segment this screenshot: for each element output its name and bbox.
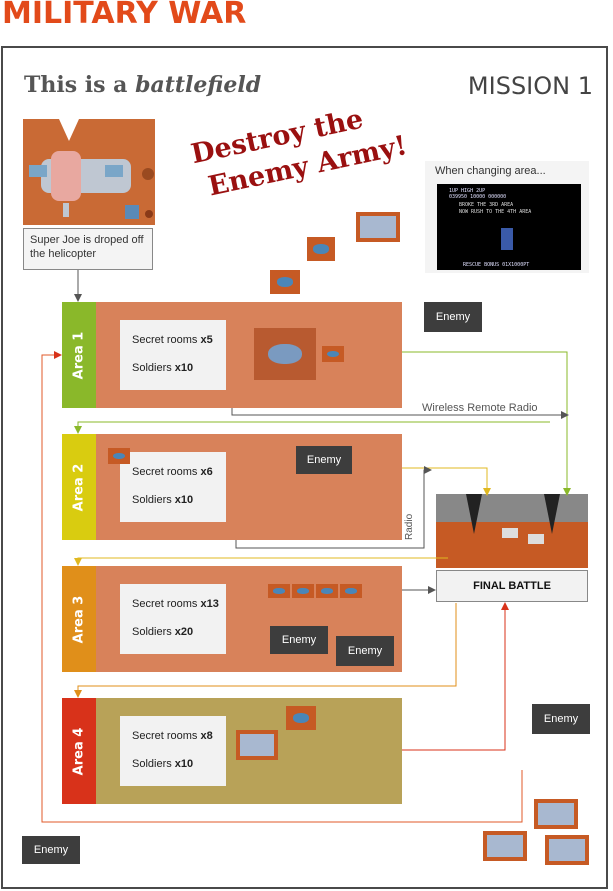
soldiers-value: x10 <box>174 362 194 374</box>
secret-rooms-label: Secret rooms <box>132 598 201 610</box>
enemy-sprite <box>108 448 130 464</box>
area-4-stats: Secret rooms x8 Soldiers x10 <box>120 716 226 786</box>
arrow-to-area-4 <box>74 603 457 698</box>
change-area-label: When changing area... <box>435 165 546 177</box>
screen-line: 1UP HIGH 2UP <box>449 188 486 194</box>
soldiers-label: Soldiers <box>132 626 175 638</box>
area-2-stats: Secret rooms x6 Soldiers x10 <box>120 452 226 522</box>
mission-frame <box>1 46 608 889</box>
area-1: Area 1 Secret rooms x5 Soldiers x10 <box>62 302 402 408</box>
area-1-tab: Area 1 <box>62 302 96 408</box>
soldiers: Soldiers x10 <box>132 362 193 374</box>
arrow-to-area-2 <box>74 421 550 434</box>
screen-line: 039950 10000 000000 <box>449 194 507 200</box>
enemy-sprite <box>483 831 527 861</box>
area-4-tab: Area 4 <box>62 698 96 804</box>
secret-rooms: Secret rooms x6 <box>132 466 213 478</box>
heading-emphasis: battlefield <box>135 72 262 98</box>
secret-rooms: Secret rooms x8 <box>132 730 213 742</box>
heading-prefix: This is a <box>24 72 136 98</box>
enemy-label: Enemy <box>424 302 482 332</box>
soldiers-value: x10 <box>174 494 194 506</box>
soldiers-value: x10 <box>174 758 194 770</box>
secret-rooms-label: Secret rooms <box>132 466 201 478</box>
area-2: Area 2 Secret rooms x6 Soldiers x10 Enem… <box>62 434 402 540</box>
enemy-label: Enemy <box>532 704 590 734</box>
enemy-sprite <box>270 270 300 294</box>
final-battle-sprite <box>436 494 588 568</box>
helicopter-caption: Super Joe is droped off the helicopter <box>23 228 153 270</box>
enemy-sprite <box>236 730 278 760</box>
soldiers-label: Soldiers <box>132 362 175 374</box>
area-3-tab: Area 3 <box>62 566 96 672</box>
area-2-tab: Area 2 <box>62 434 96 540</box>
arrow-area-4-to-final <box>402 602 509 751</box>
area-3-stats: Secret rooms x13 Soldiers x20 <box>120 584 226 654</box>
soldiers-label: Soldiers <box>132 758 175 770</box>
helicopter-sprite <box>23 119 155 225</box>
arrow-area-2-to-final <box>402 467 491 496</box>
secret-rooms: Secret rooms x13 <box>132 598 219 610</box>
arrow-radio <box>235 466 432 549</box>
screen-line: RESCUE BONUS 01X1000PT <box>463 262 530 268</box>
arrow-loop-to-area-1 <box>41 351 523 823</box>
mission-label: MISSION 1 <box>467 72 593 100</box>
enemy-sprite <box>292 584 314 598</box>
area-3: Area 3 Secret rooms x13 Soldiers x20 Ene… <box>62 566 402 672</box>
area-4: Area 4 Secret rooms x8 Soldiers x10 <box>62 698 402 804</box>
secret-rooms: Secret rooms x5 <box>132 334 213 346</box>
enemy-sprite <box>340 584 362 598</box>
section-heading: This is a battlefield <box>24 72 261 98</box>
secret-rooms-value: x5 <box>200 334 213 346</box>
screen-line: BROKE THE 3RD AREA <box>459 202 514 208</box>
enemy-sprite <box>286 706 316 730</box>
helicopter-image <box>23 119 155 225</box>
change-area-panel: When changing area... 1UP HIGH 2UP 03995… <box>425 161 589 273</box>
enemy-label: Enemy <box>296 446 352 474</box>
soldiers-label: Soldiers <box>132 494 175 506</box>
secret-rooms-value: x13 <box>200 598 219 610</box>
wireless-remote-radio-label: Wireless Remote Radio <box>422 402 538 414</box>
secret-rooms-value: x6 <box>200 466 213 478</box>
arrow-to-area-3 <box>74 557 448 566</box>
enemy-sprite <box>268 584 290 598</box>
screen-line: NOW RUSH TO THE 4TH AREA <box>459 209 532 215</box>
secret-rooms-value: x8 <box>200 730 213 742</box>
arrow-area-1-to-final <box>402 351 571 496</box>
secret-rooms-label: Secret rooms <box>132 334 201 346</box>
change-area-screen: 1UP HIGH 2UP 039950 10000 000000 BROKE T… <box>437 184 581 270</box>
soldiers-value: x20 <box>174 626 194 638</box>
enemy-label: Enemy <box>270 626 328 654</box>
enemy-sprite <box>545 835 589 865</box>
soldiers: Soldiers x10 <box>132 494 193 506</box>
final-battle-label: FINAL BATTLE <box>436 570 588 602</box>
enemy-soldier-sprite <box>254 328 316 380</box>
arrow-wireless-radio <box>231 408 569 419</box>
enemy-label: Enemy <box>336 636 394 666</box>
soldiers: Soldiers x10 <box>132 758 193 770</box>
enemy-sprite <box>307 237 335 261</box>
enemy-label: Enemy <box>22 836 80 864</box>
soldiers: Soldiers x20 <box>132 626 193 638</box>
final-battle-image <box>436 494 588 568</box>
enemy-sprite <box>322 346 344 362</box>
page-title: MILITARY WAR <box>2 0 247 31</box>
enemy-sprite <box>316 584 338 598</box>
enemy-sprite <box>356 212 400 242</box>
secret-rooms-label: Secret rooms <box>132 730 201 742</box>
enemy-sprite <box>534 799 578 829</box>
area-1-stats: Secret rooms x5 Soldiers x10 <box>120 320 226 390</box>
soldier-sprite <box>501 228 513 250</box>
